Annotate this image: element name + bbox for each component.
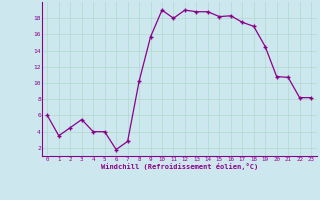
X-axis label: Windchill (Refroidissement éolien,°C): Windchill (Refroidissement éolien,°C) [100,163,258,170]
